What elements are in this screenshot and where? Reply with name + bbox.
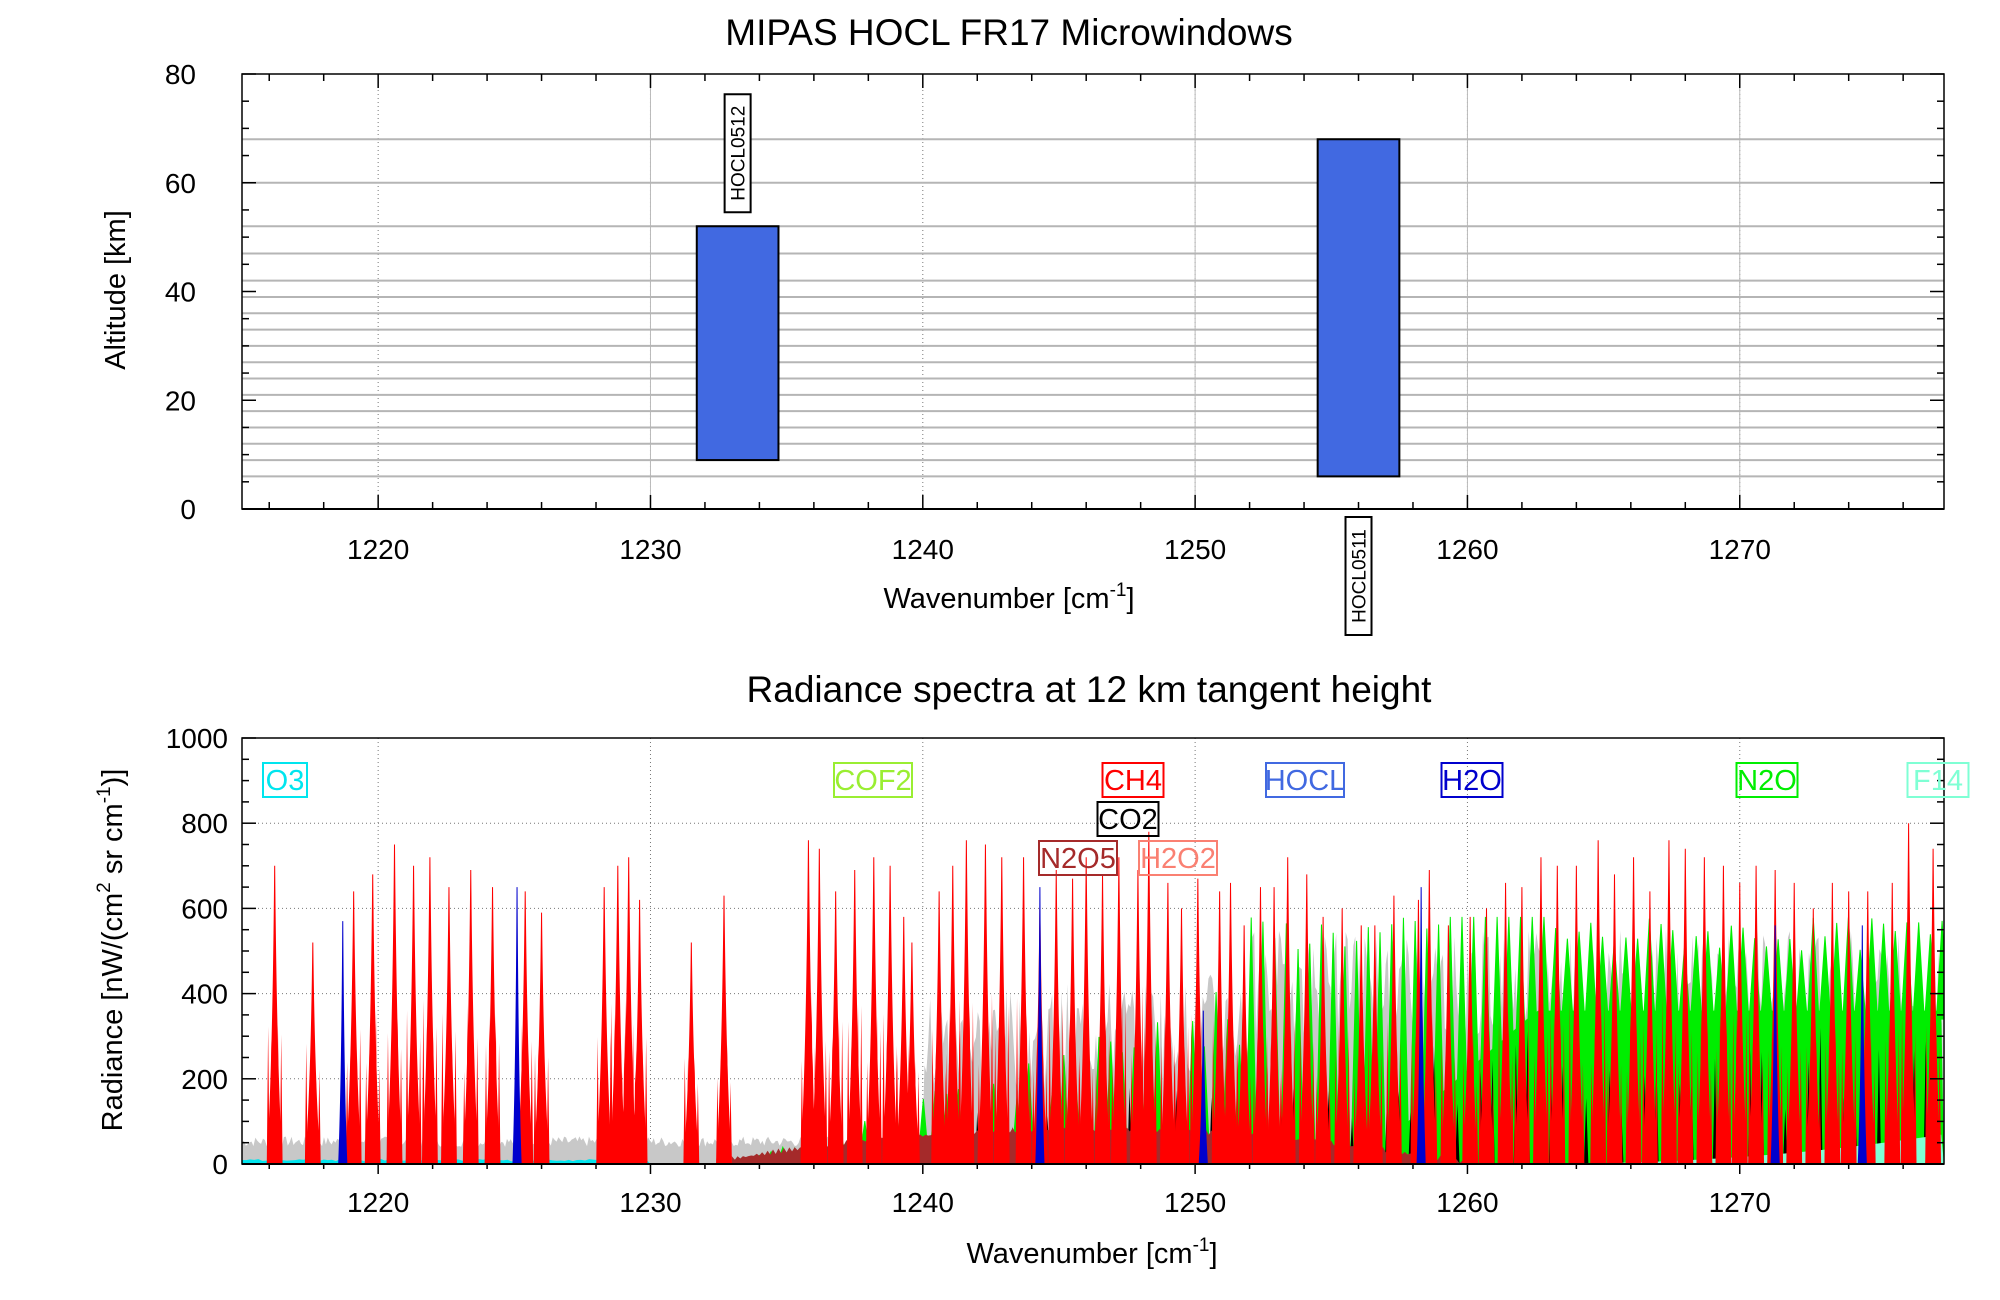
y-tick-label: 0 [180, 494, 196, 525]
y-tick-label: 600 [181, 893, 228, 924]
legend-label: N2O [1737, 765, 1797, 797]
legend-box [833, 762, 913, 798]
legend-box [1038, 840, 1118, 876]
microwindow-label: HOCL0512 [729, 106, 750, 201]
legend-label: CO2 [1098, 804, 1158, 836]
altitude-levels [242, 138, 1944, 478]
ch4-satellite-lines [266, 986, 1942, 1164]
x-tick-label: 1240 [892, 534, 954, 565]
x-tick-label: 1250 [1164, 1187, 1226, 1218]
ch4-spectrum-lines [266, 823, 1941, 1164]
legend-label: F14 [1913, 765, 1963, 797]
microwindow-bars: HOCL0512 HOCL0511 [695, 93, 1401, 636]
legend-box [1096, 801, 1160, 837]
microwindow-y-axis-label: Altitude [km] [100, 210, 132, 370]
microwindow-bar [695, 225, 780, 462]
legend-box [1138, 840, 1218, 876]
microwindow-grid [377, 74, 1741, 509]
radiance-legend: O3 COF2 CH4 CO2 N2O5 H2O2 HOCL H2O N2O F14 [262, 762, 1970, 876]
legend-label: COF2 [834, 765, 911, 797]
microwindow-chart: MIPAS HOCL FR17 Microwindows HOCL0512HOC… [100, 12, 1945, 636]
microwindow-label-box [1344, 516, 1373, 636]
microwindow-y-ticks: 0 20 40 60 80 [165, 59, 1944, 525]
y-tick-label: 60 [165, 168, 196, 199]
legend-label: H2O [1442, 765, 1502, 797]
microwindow-label-box [723, 93, 752, 214]
radiance-y-axis-label: Radiance [nW/(cm2 sr cm-1)] [94, 769, 129, 1132]
x-tick-label: 1220 [347, 1187, 409, 1218]
radiance-series [242, 823, 1944, 1164]
legend-label: O3 [266, 765, 305, 797]
y-tick-label: 0 [212, 1149, 228, 1180]
legend-box [1735, 762, 1799, 798]
y-tick-label: 800 [181, 808, 228, 839]
microwindow-x-ticks: 1220 1230 1240 1250 1260 1270 [268, 74, 1904, 565]
microwindow-chart-title: MIPAS HOCL FR17 Microwindows [725, 12, 1292, 53]
x-tick-label: 1240 [892, 1187, 954, 1218]
legend-box [1101, 762, 1165, 798]
y-tick-label: 40 [165, 277, 196, 308]
radiance-chart: Radiance spectra at 12 km tangent height… [94, 669, 1970, 1270]
radiance-chart-title: Radiance spectra at 12 km tangent height [747, 669, 1433, 710]
x-tick-label: 1230 [619, 1187, 681, 1218]
radiance-y-ticks: 0 200 400 600 800 1000 [166, 723, 1944, 1180]
y-tick-label: 20 [165, 385, 196, 416]
legend-box [1906, 762, 1970, 798]
h2o-spectrum-lines [338, 887, 1867, 1164]
microwindow-x-axis-label: Wavenumber [cm-1] [883, 580, 1134, 615]
y-tick-label: 80 [165, 59, 196, 90]
x-tick-label: 1230 [619, 534, 681, 565]
x-tick-label: 1260 [1436, 534, 1498, 565]
microwindow-label: HOCL0511 [1350, 529, 1371, 623]
legend-label: HOCL [1265, 765, 1346, 797]
x-tick-label: 1220 [347, 534, 409, 565]
x-tick-label: 1270 [1709, 534, 1771, 565]
legend-label: CH4 [1104, 765, 1162, 797]
y-tick-label: 1000 [166, 723, 228, 754]
legend-label: H2O2 [1140, 843, 1216, 875]
x-tick-label: 1260 [1436, 1187, 1498, 1218]
y-tick-label: 200 [181, 1064, 228, 1095]
legend-box [262, 762, 308, 798]
microwindow-bar [1316, 138, 1401, 478]
radiance-x-axis-label: Wavenumber [cm-1] [966, 1235, 1217, 1270]
x-tick-label: 1250 [1164, 534, 1226, 565]
y-tick-label: 400 [181, 979, 228, 1010]
legend-box [1440, 762, 1504, 798]
x-tick-label: 1270 [1709, 1187, 1771, 1218]
legend-label: N2O5 [1040, 843, 1116, 875]
radiance-x-ticks: 1220 1230 1240 1250 1260 1270 [268, 1164, 1904, 1218]
legend-box [1265, 762, 1345, 798]
